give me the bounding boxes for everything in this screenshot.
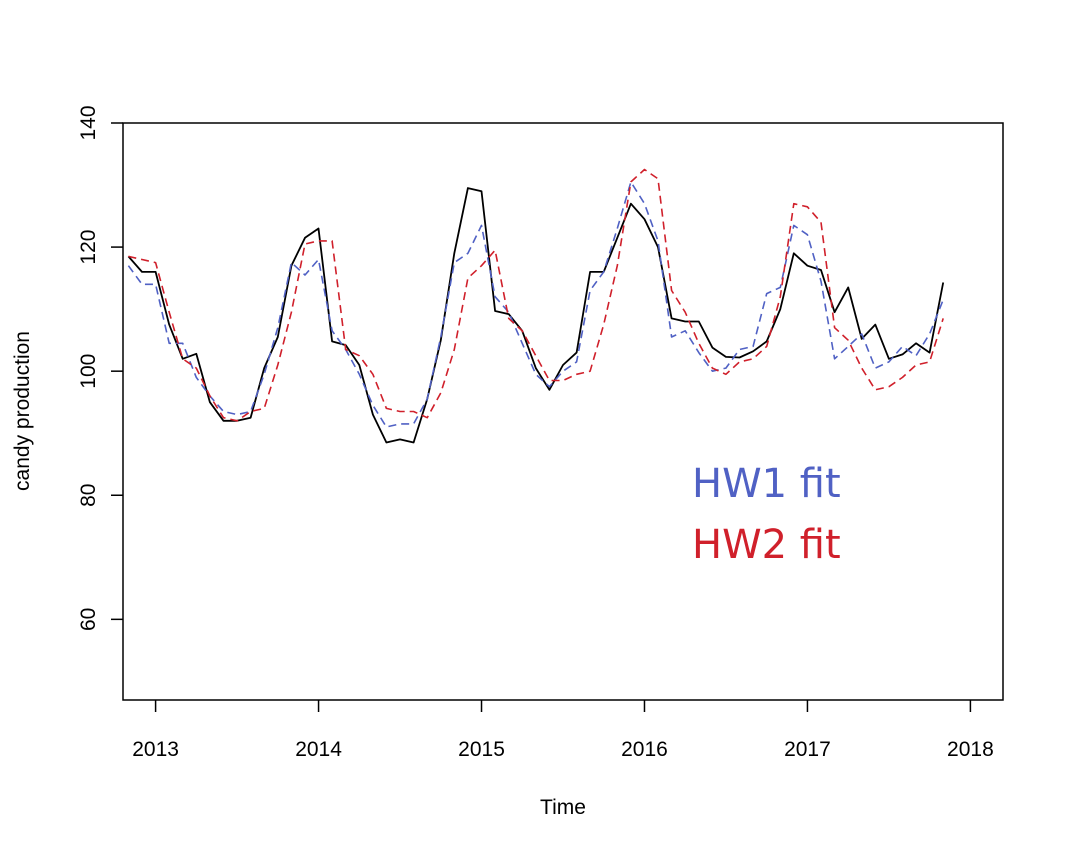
y-tick-label: 80 <box>77 484 100 507</box>
y-axis-title: candy production <box>11 331 34 491</box>
x-tick-label: 2015 <box>458 738 505 761</box>
y-tick-label: 120 <box>77 230 100 265</box>
series-layer <box>127 168 945 444</box>
x-axis: 2013 2014 2015 2016 2017 2018 <box>132 700 994 761</box>
plot-box <box>122 122 1004 701</box>
series-line-observed <box>127 187 945 444</box>
y-axis: 60 80 100 120 140 <box>77 105 123 631</box>
series-line-hw1 <box>127 181 944 428</box>
x-tick-label: 2018 <box>947 738 994 761</box>
legend-hw2-label: HW2 fit <box>692 522 841 568</box>
y-tick-label: 60 <box>77 608 100 631</box>
x-axis-title: Time <box>540 796 586 819</box>
x-tick-label: 2014 <box>295 738 342 761</box>
series-line-hw2 <box>128 168 944 422</box>
x-tick-label: 2016 <box>621 738 668 761</box>
x-tick-label: 2017 <box>784 738 831 761</box>
y-tick-label: 140 <box>77 105 100 140</box>
legend-hw1-label: HW1 fit <box>692 461 841 507</box>
x-tick-label: 2013 <box>132 738 179 761</box>
y-tick-label: 100 <box>77 354 100 389</box>
